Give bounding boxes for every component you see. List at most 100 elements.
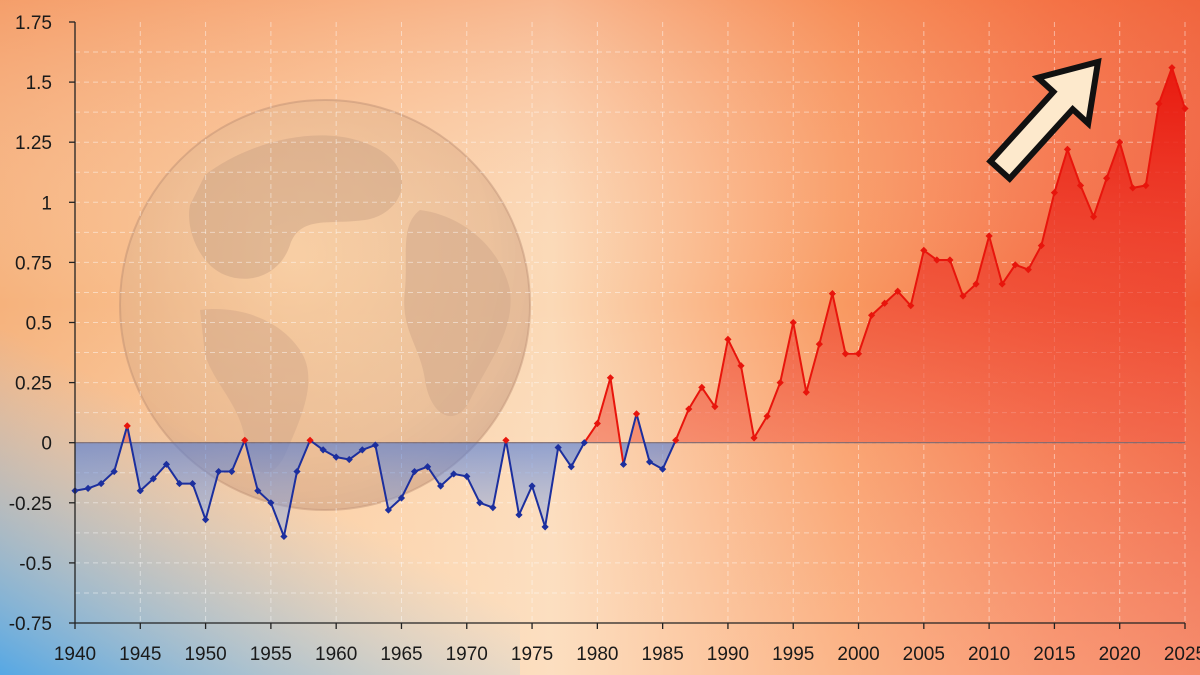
data-point — [397, 494, 406, 502]
line-segment — [726, 338, 742, 367]
data-point — [894, 287, 902, 295]
line-segment — [531, 484, 547, 528]
x-tick-labels: 1940 1945 1950 1955 1960 1965 1970 1975 1980 1985… — [54, 644, 1200, 665]
line-segment — [896, 290, 912, 307]
line-segment — [1092, 177, 1108, 218]
line-segment — [491, 439, 507, 509]
data-point — [1076, 181, 1085, 190]
data-point — [959, 292, 967, 300]
data-point — [423, 463, 432, 471]
positive-area — [75, 67, 1185, 443]
line-segment — [570, 441, 586, 468]
line-segment — [635, 412, 651, 463]
data-point — [345, 455, 353, 464]
data-point — [489, 504, 497, 512]
line-segment — [1079, 184, 1095, 218]
data-point — [188, 479, 197, 488]
line-segment — [1105, 141, 1121, 180]
data-point — [972, 280, 980, 288]
data-point — [502, 436, 510, 444]
data-point — [136, 487, 144, 495]
data-point — [515, 511, 523, 519]
x-tick-label: 1990 — [707, 644, 749, 665]
data-point — [593, 419, 601, 428]
line-segment — [792, 321, 808, 394]
data-point — [724, 335, 732, 343]
line-segment — [1157, 66, 1173, 105]
data-point — [933, 256, 941, 264]
data-point — [1129, 184, 1137, 192]
line-segment — [1053, 148, 1069, 194]
data-point — [280, 532, 288, 541]
x-tick-label: 1995 — [772, 644, 814, 665]
line-segment — [309, 439, 325, 451]
data-point — [358, 446, 366, 454]
series-line — [74, 66, 1186, 538]
data-point — [528, 482, 536, 490]
line-segment — [1144, 102, 1160, 187]
line-segment — [766, 381, 782, 418]
data-point — [541, 523, 549, 531]
data-point — [1155, 100, 1163, 108]
x-tick-label: 2005 — [903, 644, 945, 665]
x-tick-label: 2010 — [968, 644, 1010, 665]
data-point — [685, 405, 693, 413]
data-point — [1011, 261, 1019, 269]
line-segment — [296, 439, 312, 473]
data-point — [175, 479, 184, 488]
data-point — [110, 467, 118, 476]
line-segment — [243, 439, 259, 492]
line-segment — [687, 386, 703, 411]
trend-arrow-icon — [986, 57, 1102, 183]
line-segment — [113, 424, 129, 473]
x-tick-label: 1955 — [250, 644, 292, 665]
series-points — [71, 64, 1189, 541]
x-tick-label: 1970 — [446, 644, 488, 665]
data-point — [293, 467, 301, 476]
data-point — [580, 439, 588, 447]
data-point — [228, 467, 236, 476]
line-segment — [518, 484, 534, 516]
line-segment — [740, 364, 756, 439]
data-point — [1063, 145, 1072, 154]
line-segment — [1040, 191, 1056, 247]
line-segment — [152, 463, 168, 480]
data-point — [985, 232, 993, 240]
data-point — [632, 410, 641, 418]
x-tick-label: 1985 — [642, 644, 684, 665]
data-point — [1181, 104, 1189, 113]
line-segment — [1118, 141, 1134, 189]
data-point — [97, 479, 105, 488]
x-tick-label: 1980 — [576, 644, 618, 665]
line-segment — [1066, 148, 1082, 187]
negative-area — [75, 442, 1185, 537]
x-tick-label: 2015 — [1033, 644, 1075, 665]
line-segment — [465, 475, 481, 504]
line-segment — [596, 376, 612, 425]
data-point — [907, 302, 915, 310]
line-segment — [348, 448, 364, 461]
line-segment — [622, 412, 638, 466]
y-tick-label: 0.25 — [15, 374, 52, 395]
line-segment — [544, 446, 560, 528]
data-point — [1050, 189, 1059, 197]
data-point — [371, 441, 379, 449]
data-point — [241, 436, 249, 444]
data-point — [776, 379, 784, 387]
y-tick-label: 0.75 — [15, 253, 52, 274]
x-tick-label: 1950 — [184, 644, 226, 665]
data-point — [84, 484, 92, 492]
x-tick-label: 2025 — [1164, 644, 1200, 665]
globe-image — [119, 99, 531, 511]
data-point — [567, 463, 575, 471]
data-point — [737, 362, 745, 370]
data-point — [920, 246, 928, 254]
data-point — [437, 482, 445, 490]
data-point — [841, 350, 850, 358]
line-segment — [948, 258, 964, 298]
line-segment — [439, 472, 455, 487]
data-point — [763, 412, 771, 420]
line-segment — [126, 424, 142, 492]
data-point — [998, 280, 1006, 288]
